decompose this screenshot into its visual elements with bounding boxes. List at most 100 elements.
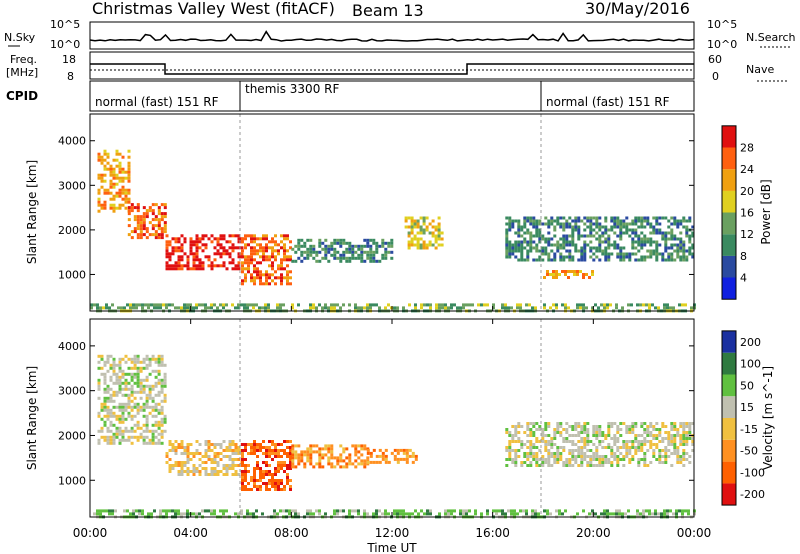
echo-cell — [438, 306, 441, 310]
echo-cell — [174, 446, 178, 449]
echo-cell — [228, 464, 232, 467]
echo-cell — [628, 431, 632, 434]
echo-cell — [312, 247, 316, 251]
echo-cell — [586, 234, 590, 238]
echo-cell — [219, 255, 223, 259]
echo-cell — [628, 428, 632, 431]
echo-cell — [147, 303, 150, 307]
echo-cell — [330, 303, 333, 307]
echo-cell — [213, 446, 217, 449]
echo-cell — [145, 420, 149, 424]
echo-cell — [550, 446, 554, 449]
echo-cell — [265, 234, 268, 238]
echo-cell — [661, 255, 665, 259]
echo-cell — [643, 455, 647, 458]
echo-cell — [241, 282, 244, 286]
echo-cell — [219, 509, 222, 513]
echo-cell — [115, 381, 119, 385]
echo-cell — [529, 446, 533, 449]
echo-cell — [643, 225, 647, 229]
echo-cell — [631, 458, 635, 461]
echo-cell — [130, 203, 134, 207]
echo-cell — [148, 372, 152, 376]
echo-cell — [583, 452, 587, 455]
echo-cell — [147, 306, 150, 310]
echo-cell — [384, 306, 387, 310]
echo-cell — [658, 440, 662, 443]
echo-cell — [550, 440, 554, 443]
echo-cell — [679, 458, 683, 461]
echo-cell — [271, 482, 274, 485]
echo-cell — [640, 231, 644, 235]
echo-cell — [646, 249, 650, 253]
echo-cell — [407, 216, 411, 220]
echo-cell — [336, 238, 340, 242]
echo-cell — [157, 360, 161, 364]
echo-cell — [136, 375, 140, 379]
echo-cell — [519, 306, 522, 310]
echo-cell — [174, 261, 178, 265]
echo-cell — [649, 249, 653, 253]
echo-cell — [411, 512, 414, 516]
echo-cell — [130, 435, 134, 439]
echo-cell — [363, 447, 367, 451]
echo-cell — [643, 431, 647, 434]
echo-cell — [513, 509, 516, 513]
echo-cell — [390, 451, 394, 455]
echo-cell — [631, 231, 635, 235]
echo-cell — [103, 360, 107, 364]
echo-cell — [265, 446, 268, 449]
echo-cell — [231, 461, 235, 464]
echo-cell — [667, 455, 671, 458]
echo-cell — [336, 256, 340, 260]
echo-cell — [183, 452, 187, 455]
echo-cell — [613, 455, 617, 458]
echo-cell — [283, 237, 286, 241]
echo-cell — [280, 264, 283, 268]
echo-cell — [384, 509, 387, 513]
echo-cell — [103, 158, 107, 162]
echo-cell — [133, 360, 137, 364]
echo-cell — [541, 234, 545, 238]
echo-cell — [225, 473, 229, 476]
echo-cell — [213, 470, 217, 473]
echo-cell — [396, 451, 400, 455]
cpid-program-3: normal (fast) 151 RF — [546, 95, 670, 109]
echo-cell — [142, 378, 146, 382]
echo-cell — [637, 249, 641, 253]
echo-cell — [562, 437, 566, 440]
echo-cell — [372, 303, 375, 307]
echo-cell — [222, 464, 226, 467]
echo-cell — [688, 219, 692, 223]
echo-cell — [154, 230, 158, 234]
echo-cell — [291, 306, 294, 310]
echo-cell — [147, 512, 150, 516]
echo-cell — [416, 219, 420, 223]
echo-cell — [553, 243, 557, 247]
echo-cell — [198, 264, 202, 268]
echo-cell — [583, 428, 587, 431]
echo-cell — [589, 228, 593, 232]
echo-cell — [538, 440, 542, 443]
echo-cell — [429, 509, 432, 513]
echo-cell — [610, 437, 614, 440]
echo-cell — [643, 443, 647, 446]
echo-cell — [96, 512, 99, 516]
echo-cell — [124, 206, 128, 210]
echo-cell — [526, 428, 530, 431]
echo-cell — [109, 414, 113, 418]
echo-cell — [309, 459, 313, 463]
echo-cell — [422, 228, 426, 232]
echo-cell — [262, 282, 265, 286]
echo-cell — [289, 464, 292, 467]
echo-cell — [583, 252, 587, 256]
echo-cell — [186, 449, 190, 452]
echo-cell — [306, 447, 310, 451]
echo-cell — [595, 255, 599, 259]
echo-cell — [580, 452, 584, 455]
echo-cell — [259, 470, 262, 473]
echo-cell — [519, 509, 522, 513]
echo-cell — [501, 303, 504, 307]
echo-cell — [163, 206, 167, 210]
